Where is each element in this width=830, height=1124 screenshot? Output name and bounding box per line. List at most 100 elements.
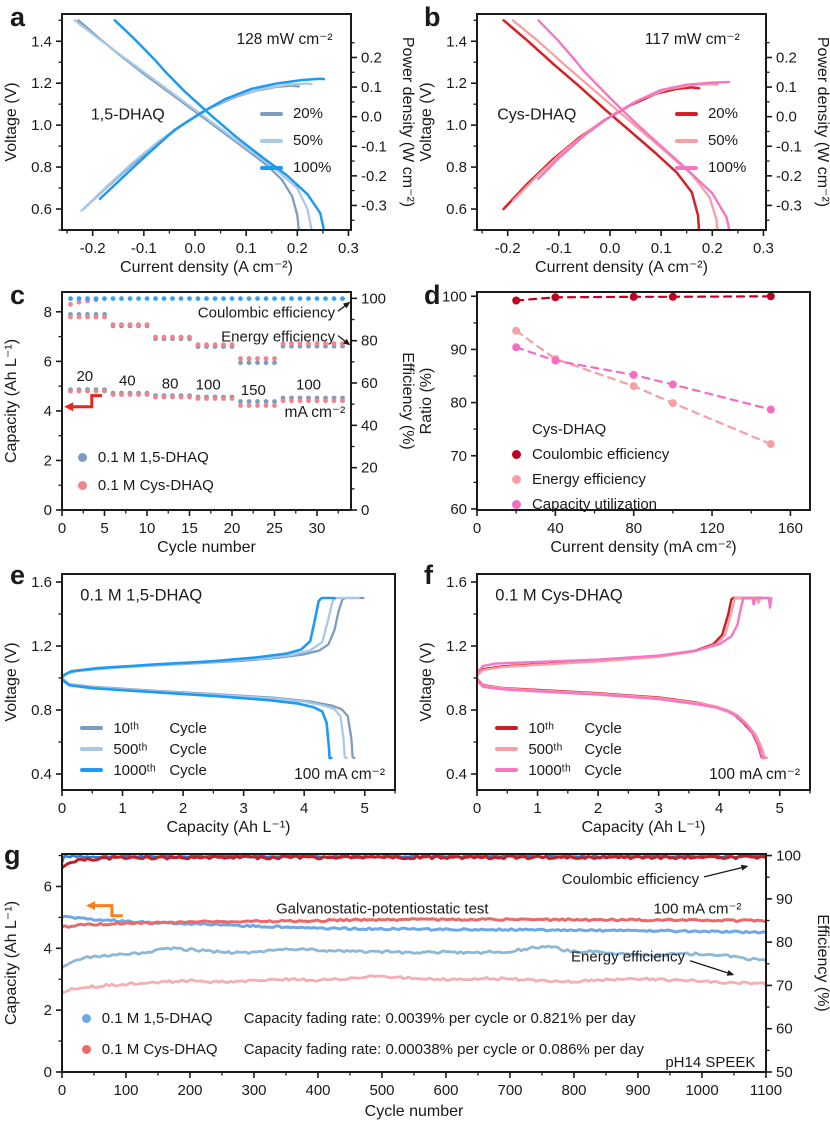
- svg-text:1.2: 1.2: [446, 638, 467, 655]
- svg-text:-0.1: -0.1: [131, 240, 157, 257]
- svg-text:0.4: 0.4: [31, 766, 52, 783]
- svg-text:1000: 1000: [685, 1082, 718, 1099]
- svg-text:pH14 SPEEK: pH14 SPEEK: [665, 1054, 755, 1071]
- svg-text:0: 0: [44, 502, 52, 519]
- svg-text:0: 0: [58, 1082, 66, 1099]
- svg-text:1.2: 1.2: [31, 75, 52, 92]
- svg-text:4: 4: [44, 940, 52, 957]
- svg-text:4: 4: [715, 800, 723, 817]
- chart-b: -0.2 -0.1 0.0 0.1 0.2 0.3 Current density (A c…: [418, 13, 830, 276]
- svg-text:15: 15: [181, 520, 198, 537]
- svg-text:0.0: 0.0: [776, 109, 797, 126]
- svg-text:3: 3: [239, 800, 247, 817]
- panel-g-long-cycling: 0 100 200 300 400 500 600 700 800 900 1000 1100 Cycl…: [0, 840, 830, 1124]
- svg-text:-0.1: -0.1: [361, 138, 387, 155]
- svg-text:Capacity (Ah L⁻¹): Capacity (Ah L⁻¹): [581, 819, 705, 836]
- svg-text:0.1: 0.1: [776, 79, 797, 96]
- svg-text:1.0: 1.0: [31, 117, 52, 134]
- svg-text:80: 80: [361, 333, 378, 350]
- svg-text:5: 5: [776, 800, 784, 817]
- svg-text:30: 30: [309, 520, 326, 537]
- svg-text:40: 40: [361, 417, 378, 434]
- svg-text:Voltage (V): Voltage (V): [3, 642, 20, 721]
- svg-text:0.4: 0.4: [446, 766, 467, 783]
- svg-text:1.4: 1.4: [446, 33, 467, 50]
- svg-text:0.2: 0.2: [361, 49, 382, 66]
- svg-text:600: 600: [433, 1082, 458, 1099]
- svg-text:1.0: 1.0: [446, 117, 467, 134]
- svg-text:Capacity (Ah L⁻¹): Capacity (Ah L⁻¹): [3, 901, 20, 1025]
- panel-a-polarization-1-5-dhaq: -0.2 -0.1 0.0 0.1 0.2 0.3 Current density (A c…: [0, 0, 415, 280]
- svg-text:Efficiency (%): Efficiency (%): [814, 914, 830, 1012]
- svg-text:Coulombic efficiency: Coulombic efficiency: [562, 871, 700, 888]
- svg-text:100: 100: [776, 848, 801, 865]
- svg-text:80: 80: [450, 395, 467, 412]
- panel-letter-g: g: [4, 840, 21, 870]
- svg-text:-0.2: -0.2: [776, 168, 802, 185]
- svg-text:120: 120: [700, 520, 725, 537]
- svg-text:0: 0: [44, 1064, 52, 1081]
- svg-text:1.4: 1.4: [31, 33, 52, 50]
- svg-text:-0.2: -0.2: [495, 240, 521, 257]
- svg-text:1,5-DHAQ: 1,5-DHAQ: [91, 106, 165, 123]
- chart-f: 0 1 2 3 4 5 Capacity (Ah L⁻¹) 0.4 0.8 1.2 1.6 Volta…: [418, 573, 811, 836]
- svg-text:0: 0: [473, 520, 481, 537]
- svg-text:20: 20: [76, 368, 93, 385]
- svg-text:2: 2: [594, 800, 602, 817]
- svg-text:800: 800: [561, 1082, 586, 1099]
- svg-text:1100: 1100: [750, 1082, 782, 1099]
- chart-d: 0 40 80 120 160 Current density (mA cm⁻²) 60 70…: [418, 288, 811, 556]
- svg-text:8: 8: [44, 304, 52, 321]
- svg-text:150: 150: [241, 382, 266, 399]
- svg-text:Power density (W cm⁻²): Power density (W cm⁻²): [399, 37, 415, 207]
- svg-text:20: 20: [361, 460, 378, 477]
- svg-text:70: 70: [450, 448, 467, 465]
- svg-text:40: 40: [119, 372, 136, 389]
- svg-text:160: 160: [778, 520, 803, 537]
- svg-text:100 mA cm⁻²: 100 mA cm⁻²: [294, 766, 385, 783]
- svg-text:Current density (A cm⁻²): Current density (A cm⁻²): [120, 259, 293, 276]
- svg-text:-0.1: -0.1: [776, 138, 802, 155]
- svg-text:40: 40: [547, 520, 564, 537]
- svg-text:0.3: 0.3: [753, 240, 774, 257]
- panel-letter-d: d: [424, 280, 441, 310]
- svg-text:4: 4: [44, 403, 52, 420]
- svg-text:1: 1: [533, 800, 541, 817]
- svg-text:0.2: 0.2: [776, 49, 797, 66]
- svg-text:100 mA cm⁻²: 100 mA cm⁻²: [653, 901, 741, 918]
- svg-text:10: 10: [139, 520, 156, 537]
- svg-text:4: 4: [300, 800, 308, 817]
- svg-text:Galvanostatic-potentiostatic t: Galvanostatic-potentiostatic test: [276, 901, 489, 918]
- svg-text:0: 0: [473, 800, 481, 817]
- svg-text:3: 3: [654, 800, 662, 817]
- svg-text:0.2: 0.2: [702, 240, 723, 257]
- svg-text:100 mA cm⁻²: 100 mA cm⁻²: [709, 766, 800, 783]
- svg-text:Coulombic efficiency: Coulombic efficiency: [198, 305, 336, 322]
- svg-text:Efficiency (%): Efficiency (%): [399, 352, 415, 450]
- svg-text:Capacity (Ah L⁻¹): Capacity (Ah L⁻¹): [3, 339, 20, 463]
- svg-text:900: 900: [625, 1082, 650, 1099]
- svg-text:0.8: 0.8: [31, 159, 52, 176]
- svg-text:80: 80: [776, 934, 793, 951]
- chart-c: 0 5 10 15 20 25 30 Cycle number 0 2 4 6 8 Capacity (A…: [3, 290, 415, 556]
- svg-text:2: 2: [44, 452, 52, 469]
- svg-text:100: 100: [442, 288, 467, 305]
- svg-text:0.1: 0.1: [651, 240, 672, 257]
- panel-c-rate-cycling: 0 5 10 15 20 25 30 Cycle number 0 2 4 6 8 Capacity (A…: [0, 280, 415, 560]
- svg-text:6: 6: [44, 353, 52, 370]
- svg-text:mA cm⁻²: mA cm⁻²: [285, 404, 346, 421]
- panel-letter-e: e: [10, 560, 26, 590]
- svg-text:-0.2: -0.2: [361, 168, 387, 185]
- chart-g: 0 100 200 300 400 500 600 700 800 900 1000 1100Cycl…: [3, 848, 830, 1120]
- svg-text:0: 0: [58, 800, 66, 817]
- svg-text:0.0: 0.0: [185, 240, 206, 257]
- svg-text:Energy efficiency: Energy efficiency: [571, 949, 685, 966]
- svg-text:1.6: 1.6: [446, 574, 467, 591]
- svg-text:100: 100: [196, 377, 221, 394]
- svg-text:60: 60: [450, 501, 467, 518]
- svg-text:0.0: 0.0: [600, 240, 621, 257]
- svg-text:Current density (A cm⁻²): Current density (A cm⁻²): [535, 259, 708, 276]
- svg-text:100: 100: [113, 1082, 138, 1099]
- panel-b-polarization-cys-dhaq: -0.2 -0.1 0.0 0.1 0.2 0.3 Current density (A c…: [415, 0, 830, 280]
- svg-text:6: 6: [44, 878, 52, 895]
